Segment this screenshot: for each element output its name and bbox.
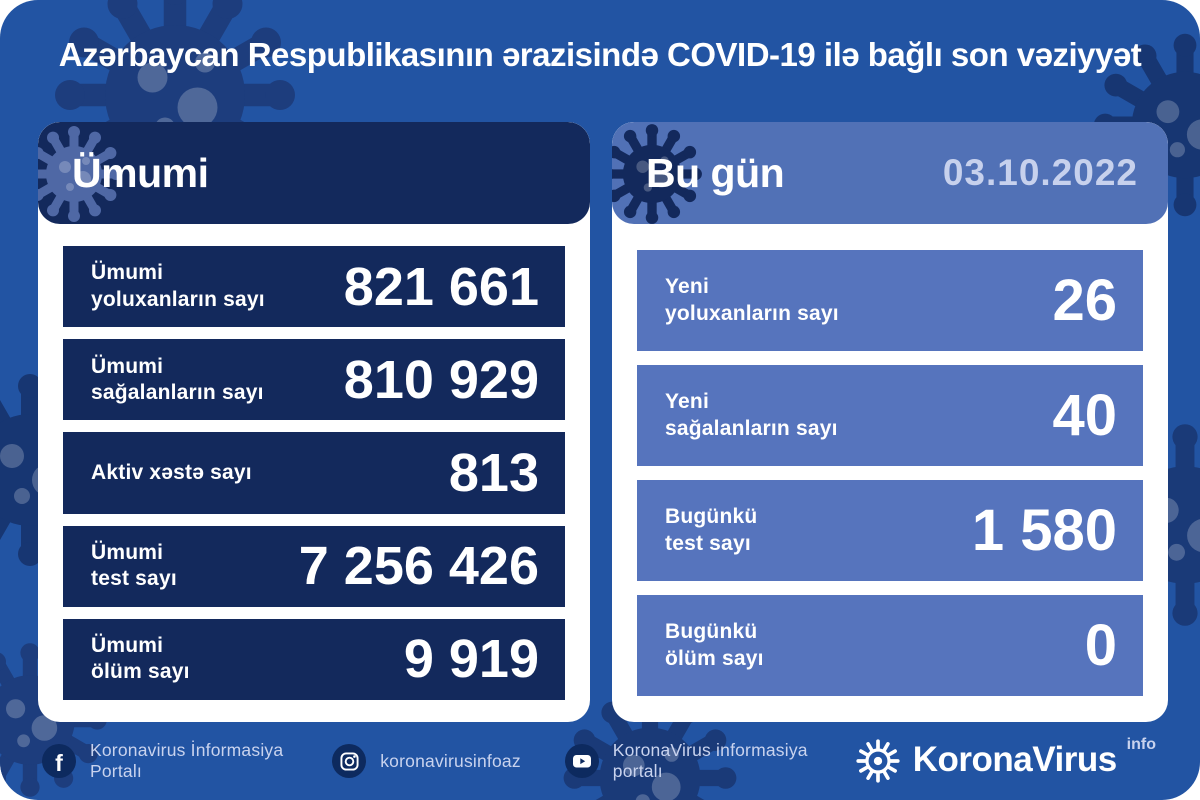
stat-value: 40: [1052, 383, 1117, 448]
stat-value: 0: [1084, 613, 1117, 678]
stat-row: Ümumi sağalanların sayı 810 929: [63, 339, 565, 421]
brand-suffix: info: [1126, 736, 1156, 753]
stat-value: 26: [1052, 268, 1117, 333]
totals-header-title: Ümumi: [72, 149, 209, 196]
stat-value: 813: [448, 443, 539, 503]
footer: f Koronavirus İnformasiya Portalı korona…: [0, 722, 1200, 800]
stat-value: 810 929: [343, 349, 539, 410]
stat-value: 1 580: [971, 498, 1117, 563]
koronavirus-logo-icon: [856, 739, 900, 783]
stat-row: Yeni yoluxanların sayı 26: [637, 250, 1143, 351]
brand-name: KoronaVirus: [912, 740, 1117, 779]
stat-label: Aktiv xəstə sayı: [91, 460, 252, 484]
youtube-link[interactable]: KoronaVirus informasiya portalı: [564, 740, 811, 782]
stat-label: Yeni yoluxanların sayı: [665, 275, 839, 325]
stat-label: Ümumi sağalanların sayı: [91, 354, 264, 404]
instagram-label: koronavirusinfoaz: [380, 750, 521, 771]
facebook-label: Koronavirus İnformasiya Portalı: [90, 740, 284, 781]
report-date: 03.10.2022: [942, 152, 1138, 193]
instagram-icon: [332, 744, 367, 778]
today-card-header: Bu gün 03.10.2022: [612, 122, 1168, 224]
youtube-icon: [564, 744, 599, 778]
stat-value: 9 919: [403, 629, 539, 690]
stat-label: Yeni sağalanların sayı: [665, 390, 838, 440]
stat-label: Ümumi yoluxanların sayı: [91, 261, 265, 311]
today-header-title: Bu gün: [646, 149, 785, 196]
stat-row: Ümumi ölüm sayı 9 919: [63, 618, 565, 701]
totals-card: Ümumi Ümumi yoluxanların sayı 821 661 Üm…: [38, 122, 590, 722]
facebook-icon: f: [42, 744, 76, 778]
stat-value: 821 661: [343, 256, 539, 317]
totals-stats-list: Ümumi yoluxanların sayı 821 661 Ümumi sa…: [38, 224, 590, 722]
stat-label: Ümumi test sayı: [91, 540, 177, 591]
stat-value: 7 256 426: [298, 536, 539, 597]
stat-row: Yeni sağalanların sayı 40: [637, 365, 1143, 466]
stat-row: Aktiv xəstə sayı 813: [63, 432, 565, 514]
stat-label: Bugünkü test sayı: [665, 505, 758, 555]
today-card: Bu gün 03.10.2022 Yeni yoluxanların sayı…: [612, 122, 1168, 722]
page-title: Azərbaycan Respublikasının ərazisində CO…: [58, 36, 1142, 73]
facebook-link[interactable]: f Koronavirus İnformasiya Portalı: [42, 740, 288, 782]
today-stats-list: Yeni yoluxanların sayı 26 Yeni sağalanla…: [612, 224, 1168, 722]
stat-label: Bugünkü ölüm sayı: [665, 620, 764, 670]
instagram-link[interactable]: koronavirusinfoaz: [332, 744, 521, 778]
totals-card-header: Ümumi: [38, 122, 590, 224]
stat-row: Ümumi test sayı 7 256 426: [63, 525, 565, 607]
koronavirus-logo: KoronaVirus info: [855, 736, 1158, 784]
stat-row: Ümumi yoluxanların sayı 821 661: [63, 246, 565, 328]
stat-row: Bugünkü test sayı 1 580: [637, 480, 1143, 581]
stat-row: Bugünkü ölüm sayı 0: [637, 595, 1143, 696]
stat-label: Ümumi ölüm sayı: [91, 634, 190, 684]
youtube-label: KoronaVirus informasiya portalı: [612, 740, 808, 781]
